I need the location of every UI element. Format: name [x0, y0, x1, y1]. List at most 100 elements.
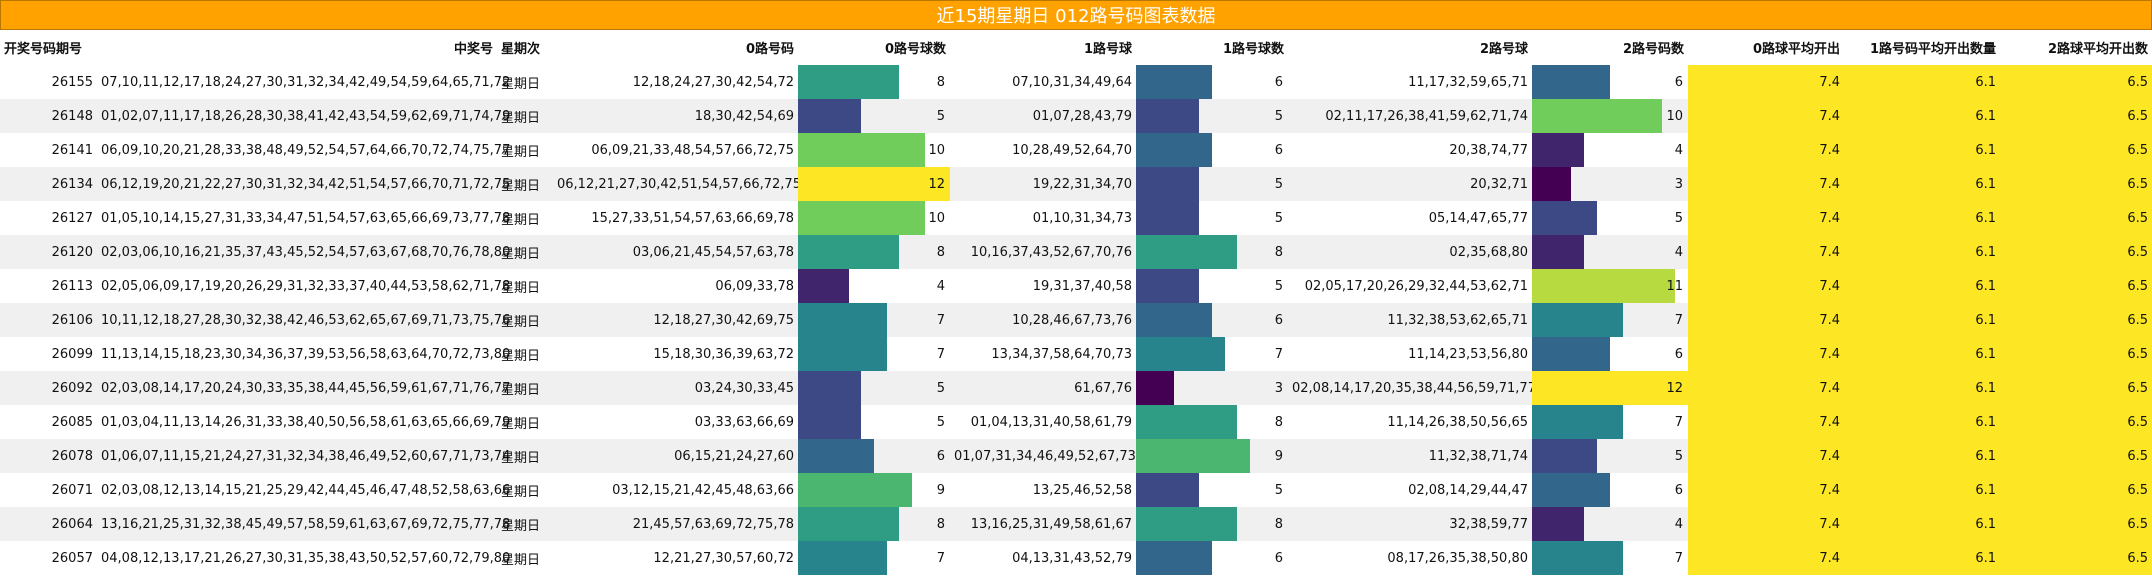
table-row: 26092 02,03,08,14,17,20,24,30,33,35,38,44… [0, 371, 2152, 405]
cell-period: 26113 [51, 278, 93, 294]
cell-road2-average: 6.5 [2000, 303, 2152, 337]
bar-value-label: 8 [1274, 516, 1283, 532]
cell-road0-average: 7.4 [1688, 235, 1844, 269]
cell-weekday: 星期日 [501, 552, 541, 568]
cell-road1-average: 6.1 [1844, 133, 2000, 167]
header-road1-numbers: 1路号球 [1083, 42, 1132, 57]
cell-road2-numbers: 11,14,26,38,50,56,65 [1387, 414, 1528, 430]
cell-road1-average: 6.1 [1844, 473, 2000, 507]
bar-fill [1136, 269, 1200, 303]
bar-fill [1136, 405, 1238, 439]
bar-fill [798, 133, 925, 167]
data-table: 开奖号码期号 中奖号 星期次 0路号码 0路号球数 1路号球 1路号球数 2路号… [0, 30, 2152, 575]
cell-road2-average: 6.5 [2000, 507, 2152, 541]
cell-road0-average: 7.4 [1688, 303, 1844, 337]
bar-value-label: 6 [936, 448, 945, 464]
cell-road1-numbers: 61,67,76 [950, 371, 1136, 405]
cell-road2-numbers: 32,38,59,77 [1288, 507, 1532, 541]
bar-road1-count: 8 [1136, 235, 1288, 269]
bar-fill [798, 473, 912, 507]
header-road2-numbers: 2路号球 [1479, 42, 1528, 57]
cell-road0-average: 7.4 [1688, 337, 1844, 371]
bar-fill [1136, 371, 1174, 405]
bar-road2-count: 3 [1532, 167, 1688, 201]
cell-road1-numbers: 10,28,46,67,73,76 [950, 303, 1136, 337]
cell-road0-numbers: 21,45,57,63,69,72,75,78 [553, 507, 798, 541]
cell-road1-numbers: 13,16,25,31,49,58,61,67 [950, 507, 1136, 541]
cell-road1-numbers: 04,13,31,43,52,79 [1012, 550, 1132, 566]
cell-winning-numbers: 04,08,12,13,17,21,26,27,30,31,35,38,43,5… [101, 550, 511, 566]
cell-road0-numbers: 18,30,42,54,69 [553, 99, 798, 133]
bar-fill [1532, 201, 1597, 235]
cell-road2-numbers: 11,32,38,71,74 [1288, 439, 1532, 473]
bar-fill [798, 507, 900, 541]
header-road2-count: 2路号码数 [1622, 42, 1684, 57]
cell-weekday: 星期日 [501, 416, 541, 432]
bar-road2-count: 6 [1532, 337, 1688, 371]
cell-road2-average: 6.5 [2000, 269, 2152, 303]
cell-road2-numbers: 11,17,32,59,65,71 [1408, 74, 1528, 90]
bar-road0-count: 5 [798, 371, 950, 405]
table-row: 26134 06,12,19,20,21,22,27,30,31,32,34,42… [0, 167, 2152, 201]
cell-weekday: 星期日 [501, 484, 541, 500]
bar-road0-count: 10 [798, 133, 950, 167]
bar-road2-count: 6 [1532, 65, 1688, 99]
table-row: 26113 02,05,06,09,17,19,20,26,29,31,32,33… [0, 269, 2152, 303]
cell-weekday: 星期日 [497, 303, 553, 337]
cell-road1-average: 6.1 [1844, 303, 2000, 337]
bar-road2-count: 7 [1532, 541, 1688, 575]
cell-weekday: 星期日 [497, 99, 553, 133]
bar-value-label: 7 [1674, 550, 1683, 566]
bar-fill [1136, 133, 1212, 167]
cell-road0-average: 7.4 [1688, 133, 1844, 167]
bar-fill [1136, 541, 1212, 575]
cell-road0-numbers: 12,21,27,30,57,60,72 [653, 550, 794, 566]
cell-weekday: 星期日 [501, 144, 541, 160]
cell-road1-numbers: 01,07,28,43,79 [950, 99, 1136, 133]
cell-road0-average: 7.4 [1688, 269, 1844, 303]
bar-value-label: 6 [1674, 74, 1683, 90]
bar-value-label: 12 [1666, 380, 1683, 396]
bar-value-label: 4 [1674, 244, 1683, 260]
bar-value-label: 8 [936, 244, 945, 260]
bar-value-label: 4 [1674, 516, 1683, 532]
bar-value-label: 4 [936, 278, 945, 294]
header-winning-numbers: 中奖号 [453, 42, 493, 57]
cell-period: 26071 [51, 482, 93, 498]
cell-road2-average: 6.5 [2000, 439, 2152, 473]
cell-winning-numbers: 02,03,08,14,17,20,24,30,33,35,38,44,45,5… [97, 371, 510, 405]
cell-road0-numbers: 12,18,24,27,30,42,54,72 [632, 74, 794, 90]
cell-road1-average: 6.1 [1844, 99, 2000, 133]
bar-fill [798, 337, 887, 371]
cell-road2-numbers: 02,08,14,29,44,47 [1408, 482, 1528, 498]
table-row: 26120 02,03,06,10,16,21,35,37,43,45,52,54… [0, 235, 2152, 269]
cell-road1-numbers: 01,10,31,34,73 [1032, 210, 1132, 226]
bar-road1-count: 5 [1136, 473, 1288, 507]
bar-road2-count: 6 [1532, 473, 1688, 507]
cell-road1-numbers: 19,22,31,34,70 [950, 167, 1136, 201]
bar-fill [1136, 439, 1250, 473]
cell-winning-numbers: 07,10,11,12,17,18,24,27,30,31,32,34,42,4… [101, 74, 511, 90]
table-row: 26106 10,11,12,18,27,28,30,32,38,42,46,53… [0, 303, 2152, 337]
bar-fill [798, 167, 950, 201]
table-row: 26064 13,16,21,25,31,32,38,45,49,57,58,59… [0, 507, 2152, 541]
cell-road1-numbers: 01,04,13,31,40,58,61,79 [970, 414, 1132, 430]
bar-value-label: 10 [1666, 108, 1683, 124]
bar-value-label: 6 [1274, 550, 1283, 566]
table-row: 26127 01,05,10,14,15,27,31,33,34,47,51,54… [0, 201, 2152, 235]
bar-road1-count: 6 [1136, 303, 1288, 337]
bar-value-label: 11 [1666, 278, 1683, 294]
cell-road2-average: 6.5 [2000, 167, 2152, 201]
bar-road0-count: 8 [798, 235, 950, 269]
header-road1-average: 1路号码平均开出数量 [1869, 42, 1996, 57]
cell-road0-numbers: 06,12,21,27,30,42,51,54,57,66,72,75 [553, 167, 801, 201]
bar-fill [798, 235, 900, 269]
bar-fill [1136, 235, 1238, 269]
cell-winning-numbers: 02,03,08,12,13,14,15,21,25,29,42,44,45,4… [101, 482, 511, 498]
chart-title: 近15期星期日 012路号码图表数据 [0, 0, 2152, 30]
bar-road2-count: 5 [1532, 439, 1688, 473]
bar-value-label: 9 [1274, 448, 1283, 464]
bar-fill [1532, 269, 1675, 303]
cell-period: 26134 [0, 167, 97, 201]
bar-road1-count: 8 [1136, 405, 1288, 439]
